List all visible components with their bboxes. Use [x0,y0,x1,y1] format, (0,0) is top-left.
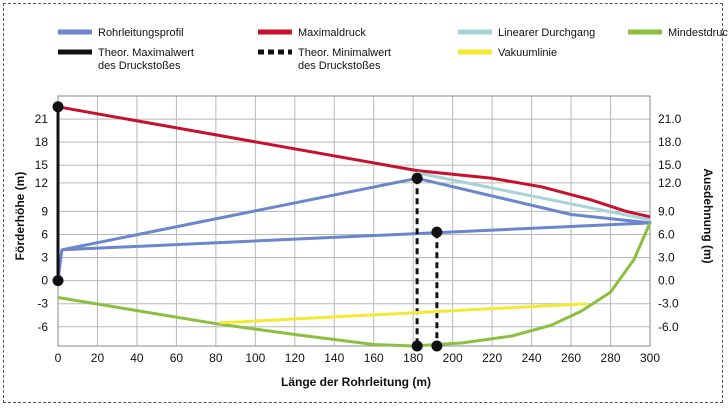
x-tick-label: 260 [561,351,581,365]
x-tick-label: 180 [403,351,423,365]
y-tick-label-right: 18.0 [658,135,682,149]
data-point-marker [411,340,423,352]
data-point-marker [431,340,443,352]
x-tick-label: 120 [285,351,305,365]
y-tick-label-right: -6.0 [658,320,679,334]
x-tick-label: 100 [245,351,265,365]
x-axis-label: Länge der Rohrleitung (m) [281,375,431,389]
y-tick-label-left: 3 [41,251,48,265]
x-tick-label: 160 [364,351,384,365]
x-tick-label: 200 [443,351,463,365]
data-point-marker [52,101,64,113]
axes: 0 20 40 60 80 100 120 140 160 180 200 220 240 260 280 3… [35,112,682,365]
y-tick-label-left: 12 [35,176,49,190]
legend: Rohrleitungsprofil Maximaldruck Linearer D… [58,27,728,72]
legend-label: Theor. Maximalwert des Druckstoßes [98,47,194,72]
series-line-mindestdruck [57,222,652,348]
y-tick-label-right: 15.0 [658,158,682,172]
data-point-marker [52,275,64,287]
series-line-linearer-durchgang [416,171,651,222]
x-tick-label: 240 [522,351,542,365]
y-tick-label-right: 3.0 [658,251,675,265]
plot-area [58,96,650,346]
y-tick-label-right: 9.0 [658,204,675,218]
legend-label-line: Theor. Maximalwert [98,47,194,59]
x-tick-label: 140 [324,351,344,365]
markers-layer [52,101,443,352]
x-tick-label: 280 [601,351,621,365]
y-tick-label-left: 0 [41,274,48,288]
x-tick-label: 60 [170,351,184,365]
y-tick-label-right: 6.0 [658,227,675,241]
y-tick-label-right: -3.0 [658,297,679,311]
legend-label: Linearer Durchgang [498,27,595,39]
y-tick-label-left: 6 [41,227,48,241]
legend-label: Mindestdruck [668,27,728,39]
legend-label-line: des Druckstoßes [98,60,181,72]
x-tick-label: 300 [640,351,660,365]
y-axis-label-right: Ausdehnung (m) [701,168,715,263]
legend-label: Rohrleitungsprofil [98,27,184,39]
legend-label: Theor. Minimalwert des Druckstoßes [298,47,391,72]
series-layer [56,105,652,348]
x-tick-label: 80 [209,351,223,365]
x-tick-label: 20 [91,351,105,365]
y-tick-label-right: 21.0 [658,112,682,126]
data-point-marker [431,226,443,238]
y-tick-label-left: -3 [37,297,48,311]
x-tick-label: 40 [130,351,144,365]
x-tick-label: 220 [482,351,502,365]
y-tick-label-left: 15 [35,158,49,172]
series-line-rohrleitungsprofil [56,176,652,281]
y-axis-label-left: Förderhöhe (m) [13,172,27,261]
grid [57,95,651,347]
data-point-marker [411,172,423,184]
y-tick-label-right: 0.0 [658,274,675,288]
outer-frame [3,3,723,403]
legend-label-line: des Druckstoßes [298,60,381,72]
legend-label: Vakuumlinie [498,47,557,59]
series-line-vakuumlinie [219,302,587,325]
y-tick-label-left: 21 [35,112,49,126]
legend-label: Maximaldruck [298,27,366,39]
y-tick-label-right: 12.0 [658,176,682,190]
series-line-maximaldruck [57,105,651,219]
y-tick-label-left: 9 [41,204,48,218]
legend-label-line: Theor. Minimalwert [298,47,391,59]
x-tick-label: 0 [55,351,62,365]
y-tick-label-left: -6 [37,320,48,334]
y-tick-label-left: 18 [35,135,49,149]
